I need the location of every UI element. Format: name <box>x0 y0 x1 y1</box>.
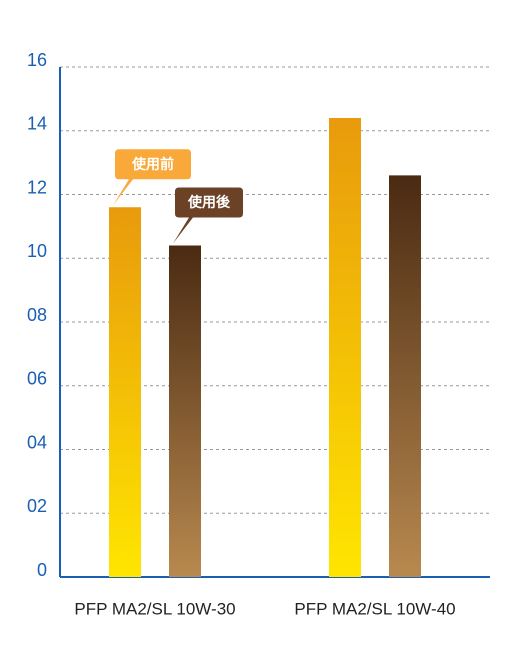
x-tick-label: PFP MA2/SL 10W-30 <box>74 599 235 618</box>
bar <box>109 207 141 577</box>
y-tick-label: 08 <box>27 305 47 325</box>
legend-label: 使用後 <box>187 194 231 210</box>
y-tick-label: 16 <box>27 50 47 70</box>
y-tick-label: 04 <box>27 432 47 452</box>
y-tick-label: 02 <box>27 496 47 516</box>
bar <box>169 245 201 577</box>
y-tick-label: 12 <box>27 177 47 197</box>
x-tick-label: PFP MA2/SL 10W-40 <box>294 599 455 618</box>
y-tick-label: 14 <box>27 114 47 134</box>
y-tick-label: 0 <box>37 560 47 580</box>
y-tick-label: 06 <box>27 369 47 389</box>
legend-callout <box>173 187 243 244</box>
y-tick-label: 10 <box>27 241 47 261</box>
legend-callout <box>113 149 191 206</box>
bar <box>389 175 421 577</box>
legend-label: 使用前 <box>131 156 174 172</box>
bar <box>329 118 361 577</box>
